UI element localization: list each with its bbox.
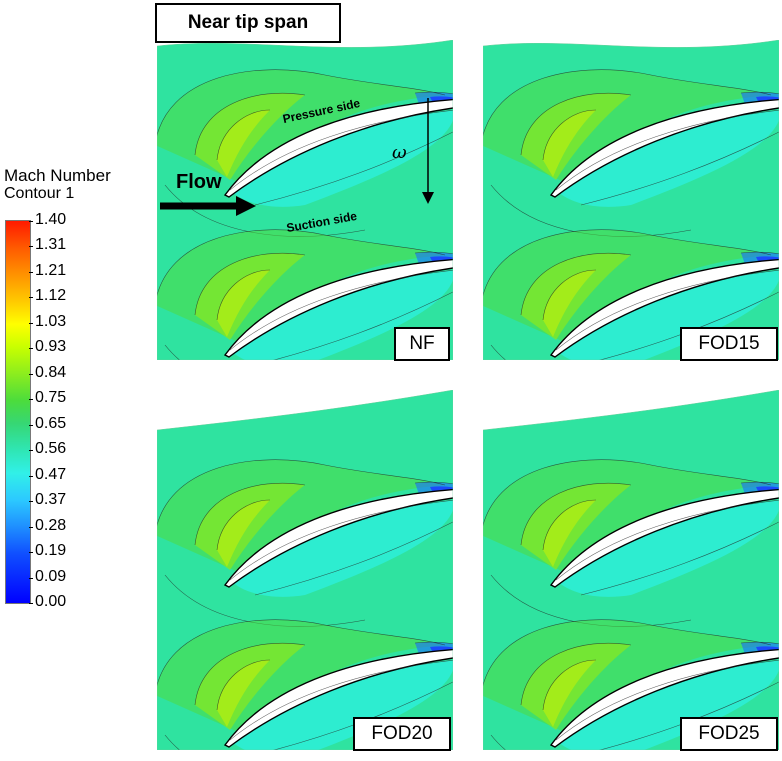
- colorbar-tick-mark: [29, 552, 33, 554]
- legend-subtitle: Contour 1: [4, 185, 75, 202]
- rotation-label: ω: [392, 142, 407, 163]
- colorbar-tick-label: 0.47: [35, 465, 67, 483]
- colorbar-tick-mark: [29, 297, 33, 299]
- colorbar-tick-mark: [29, 271, 33, 273]
- panel-label-fod25: FOD25: [680, 717, 778, 751]
- colorbar-legend: Mach Number Contour 1 1.40 1.31 1.21 1.12 1.…: [0, 0, 160, 640]
- flow-label: Flow: [176, 171, 222, 193]
- colorbar-tick-label: 0.84: [35, 363, 67, 381]
- legend-title: Mach Number: [4, 166, 111, 185]
- colorbar-tick-label: 0.56: [35, 440, 67, 458]
- colorbar-tick-mark: [29, 399, 33, 401]
- panel-fod15: [483, 40, 779, 360]
- colorbar-tick-mark: [29, 424, 33, 426]
- colorbar-tick-mark: [29, 221, 33, 222]
- colorbar-tick-mark: [29, 577, 33, 579]
- colorbar-tick-mark: [29, 322, 33, 324]
- panel-fod20: [157, 390, 453, 750]
- colorbar-tick-label: 0.09: [35, 567, 67, 585]
- colorbar-tick-label: 1.12: [35, 287, 67, 305]
- contour-plot: [157, 40, 453, 360]
- colorbar-tick-label: 0.75: [35, 389, 67, 407]
- colorbar-tick-label: 1.40: [35, 211, 67, 228]
- figure-title: Near tip span: [155, 3, 341, 43]
- colorbar-tick-label: 0.37: [35, 491, 67, 509]
- colorbar-tick-mark: [29, 501, 33, 503]
- colorbar-tick-label: 0.00: [35, 593, 67, 610]
- panel-fod25: [483, 390, 779, 750]
- contour-plot: [157, 390, 453, 750]
- panel-nf: [157, 40, 453, 360]
- colorbar-tick-mark: [29, 450, 33, 452]
- colorbar-tick-mark: [29, 603, 33, 604]
- panel-label-fod15: FOD15: [680, 327, 778, 361]
- colorbar-tick-label: 1.21: [35, 261, 67, 279]
- colorbar-tick-label: 1.03: [35, 312, 67, 330]
- colorbar-tick-mark: [29, 246, 33, 248]
- panel-label-fod20: FOD20: [353, 717, 451, 751]
- contour-plot: [483, 390, 779, 750]
- colorbar-tick-mark: [29, 526, 33, 528]
- colorbar-tick-mark: [29, 373, 33, 375]
- panel-label-nf: NF: [394, 327, 450, 361]
- colorbar-tick-mark: [29, 348, 33, 350]
- colorbar-tick-label: 1.31: [35, 236, 67, 254]
- colorbar-tick-label: 0.93: [35, 338, 67, 356]
- colorbar-tick-label: 0.28: [35, 516, 67, 534]
- colorbar-tick-label: 0.19: [35, 542, 67, 560]
- colorbar-tick-mark: [29, 475, 33, 477]
- contour-plot: [483, 40, 779, 360]
- colorbar: [5, 220, 31, 604]
- colorbar-tick-label: 0.65: [35, 414, 67, 432]
